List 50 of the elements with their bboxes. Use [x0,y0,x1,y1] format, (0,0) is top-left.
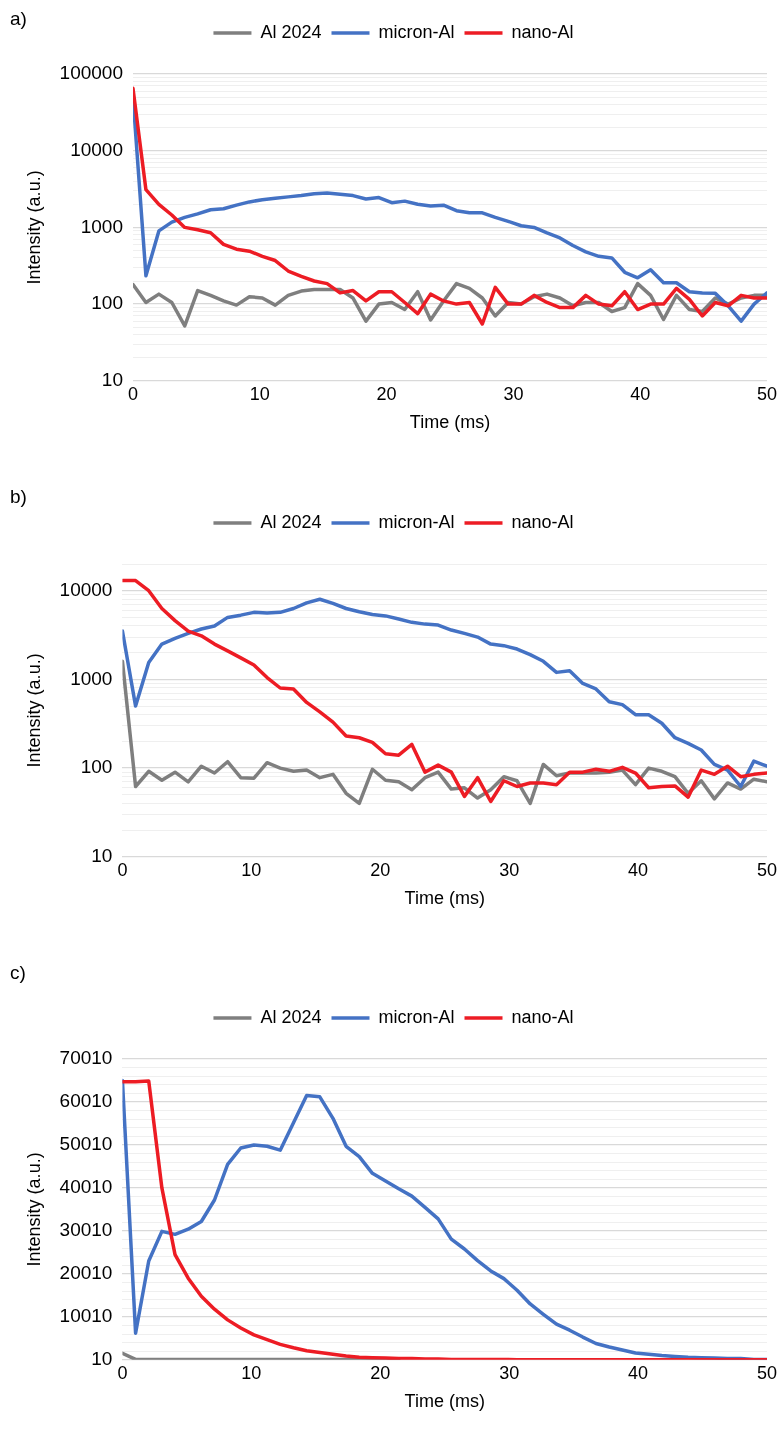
x-tick-label: 50 [756,1362,778,1383]
x-axis-title: Time (ms) [404,1391,485,1412]
y-tick-label: 30010 [59,1219,113,1241]
y-axis-title: Intensity (a.u.) [23,653,44,768]
legend-label: Al 2024 [260,511,322,532]
y-tick-label: 70010 [59,1047,113,1069]
x-tick-label: 30 [503,383,524,404]
chart-title: b) [10,486,27,508]
y-axis-title: Intensity (a.u.) [23,170,44,285]
y-tick-label: 10000 [59,578,113,600]
legend-label: Al 2024 [260,1006,322,1027]
x-tick-label: 50 [756,383,778,404]
y-tick-label: 100 [80,756,113,778]
legend-label: nano-Al [511,511,574,532]
x-tick-label: 20 [370,859,391,880]
x-tick-label: 10 [241,859,262,880]
legend-label: micron-Al [378,511,455,532]
x-tick-label: 0 [117,859,128,880]
x-axis-title: Time (ms) [409,412,491,433]
y-tick-label: 100000 [59,62,123,84]
y-tick-label: 50010 [59,1133,113,1155]
x-axis-title: Time (ms) [404,888,485,909]
y-tick-label: 10010 [59,1305,113,1327]
x-tick-label: 40 [628,859,649,880]
x-tick-label: 0 [127,383,139,404]
chart-title: c) [10,962,26,984]
y-tick-label: 1000 [80,215,123,237]
x-tick-label: 30 [499,859,520,880]
legend-label: Al 2024 [260,21,322,42]
x-tick-label: 10 [249,383,270,404]
y-tick-label: 10000 [70,138,123,160]
legend-label: micron-Al [378,1006,455,1027]
x-tick-label: 0 [117,1362,128,1383]
y-tick-label: 60010 [59,1090,113,1112]
legend-label: micron-Al [378,21,455,42]
y-tick-label: 40010 [59,1176,113,1198]
x-tick-label: 40 [628,1362,649,1383]
legend-label: nano-Al [511,1006,574,1027]
x-tick-label: 50 [756,859,778,880]
x-tick-label: 20 [370,1362,391,1383]
x-tick-label: 20 [376,383,397,404]
legend-label: nano-Al [511,21,574,42]
y-tick-label: 20010 [59,1262,113,1284]
x-tick-label: 30 [499,1362,520,1383]
y-axis-title: Intensity (a.u.) [23,1152,44,1267]
y-tick-label: 100 [91,292,123,314]
chart-title: a) [10,8,27,30]
x-tick-label: 10 [241,1362,262,1383]
x-tick-label: 40 [630,383,651,404]
y-tick-label: 1000 [70,667,113,689]
